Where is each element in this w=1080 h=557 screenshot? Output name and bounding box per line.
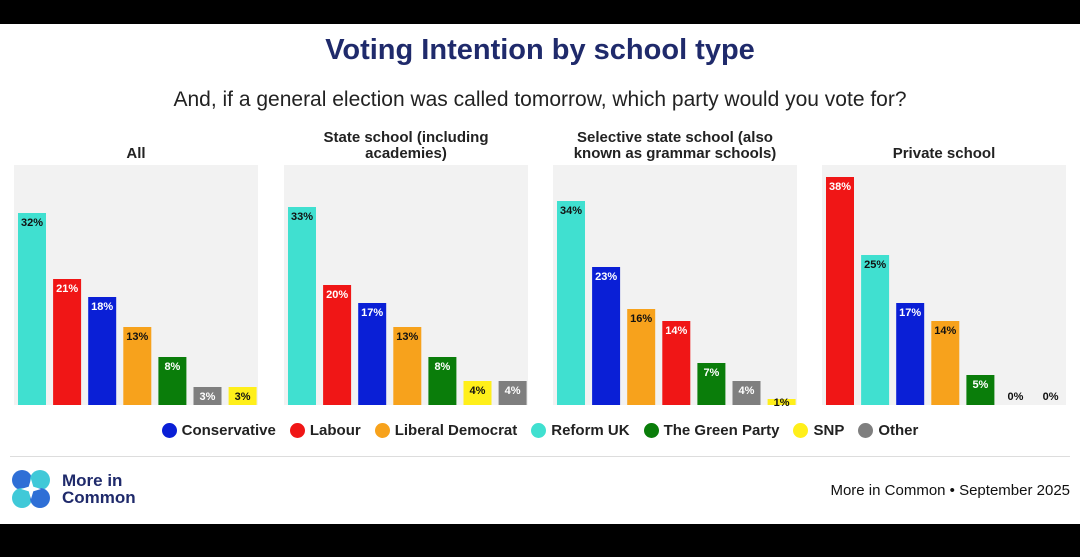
panel-title: All (126, 145, 145, 162)
legend: Conservative Labour Liberal Democrat Reform… (0, 422, 1080, 439)
logo: More in Common (10, 468, 136, 510)
data-label: 18% (91, 301, 113, 313)
data-label: 25% (864, 259, 886, 271)
panel-title: Selective state school (also (577, 129, 773, 146)
bar (323, 285, 352, 405)
legend-item: Liberal Democrat (374, 422, 518, 439)
data-label: 7% (703, 367, 719, 379)
bar (592, 267, 621, 405)
panel-title: Private school (893, 145, 996, 162)
chart-subtitle: And, if a general election was called to… (173, 88, 907, 111)
data-label: 13% (126, 331, 148, 343)
bar (428, 357, 457, 405)
legend-swatch (289, 423, 305, 438)
bar (826, 177, 854, 405)
data-label: 8% (164, 361, 180, 373)
panel-title: known as grammar schools) (574, 145, 777, 162)
chart-title: Voting Intention by school type (325, 34, 755, 66)
legend-swatch (161, 423, 177, 438)
data-label: 3% (200, 391, 216, 403)
data-label: 21% (56, 283, 78, 295)
bar (463, 381, 492, 405)
data-label: 4% (505, 385, 521, 397)
data-label: 5% (972, 379, 988, 391)
logo-icon (12, 470, 50, 508)
data-label: 17% (361, 307, 383, 319)
bar (53, 279, 82, 405)
bar (393, 327, 422, 405)
legend-label: Other (878, 422, 919, 439)
legend-swatch (858, 423, 874, 438)
bar (88, 297, 117, 405)
legend-label: Labour (309, 422, 361, 439)
bar (498, 381, 527, 405)
legend-item: Conservative (161, 422, 276, 439)
bar (861, 255, 890, 405)
charts-area: All 32% 21% 18% 13% 8% 3% 3% State school (inclu… (14, 129, 1066, 409)
bar (767, 399, 796, 405)
slide: Voting Intention by school type And, if … (0, 24, 1080, 524)
bar (931, 321, 960, 405)
data-label: 33% (291, 211, 313, 223)
bar (966, 375, 995, 405)
data-label: 0% (1043, 391, 1059, 403)
data-label: 34% (560, 205, 582, 217)
legend-label: Liberal Democrat (394, 422, 518, 439)
legend-swatch (374, 423, 390, 438)
legend-item: Other (858, 422, 918, 439)
legend-swatch (531, 423, 547, 438)
divider (10, 456, 1070, 457)
data-label: 17% (899, 307, 921, 319)
data-label: 32% (21, 217, 43, 229)
bar (123, 327, 152, 405)
bar (288, 207, 316, 405)
data-label: 4% (739, 385, 755, 397)
data-label: 3% (235, 391, 251, 403)
legend-swatch (793, 423, 809, 438)
panel-title: academies) (365, 145, 447, 162)
data-label: 1% (774, 397, 790, 409)
data-label: 16% (630, 313, 652, 325)
data-label: 14% (665, 325, 687, 337)
bar (697, 363, 726, 405)
bar (228, 387, 257, 405)
legend-swatch (643, 423, 659, 438)
bar (557, 201, 585, 405)
legend-label: The Green Party (663, 422, 780, 439)
bar (193, 387, 222, 405)
bar (896, 303, 925, 405)
bar (18, 213, 46, 405)
data-label: 0% (1008, 391, 1024, 403)
bar (627, 309, 656, 405)
logo-line-2: Common (62, 488, 136, 507)
data-label: 38% (829, 181, 851, 193)
logo-text: More in Common (62, 472, 136, 506)
data-label: 4% (470, 385, 486, 397)
panel-title: State school (including (323, 129, 488, 146)
data-label: 13% (396, 331, 418, 343)
bar (732, 381, 761, 405)
data-label: 23% (595, 271, 617, 283)
data-label: 20% (326, 289, 348, 301)
bar (358, 303, 387, 405)
legend-item: Reform UK (531, 422, 630, 439)
data-label: 8% (434, 361, 450, 373)
legend-label: Conservative (181, 422, 276, 439)
legend-item: Labour (289, 422, 361, 439)
source-note: More in Common • September 2025 (830, 482, 1070, 499)
legend-item: SNP (793, 422, 844, 439)
bar (158, 357, 187, 405)
legend-label: Reform UK (551, 422, 630, 439)
bar (662, 321, 691, 405)
legend-label: SNP (813, 422, 845, 439)
legend-item: The Green Party (643, 422, 780, 439)
logo-line-1: More in (62, 471, 123, 490)
data-label: 14% (934, 325, 956, 337)
